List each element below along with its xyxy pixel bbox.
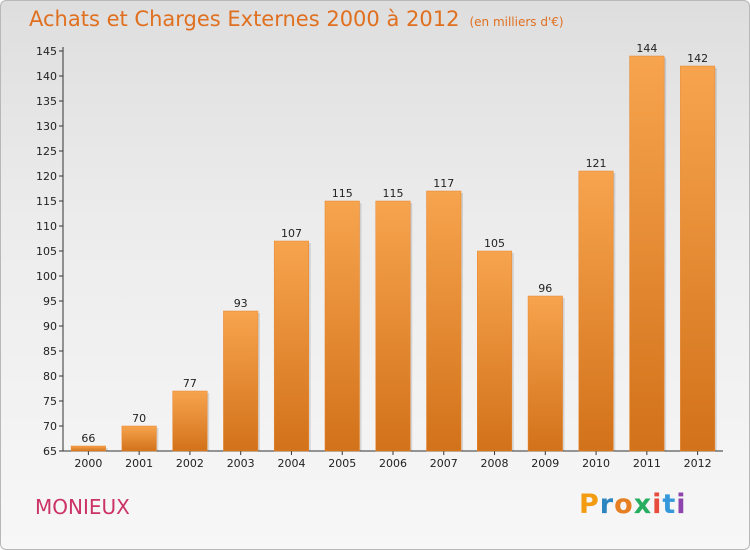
chart-title: Achats et Charges Externes 2000 à 2012 (e… bbox=[29, 7, 564, 31]
x-tick-label: 2007 bbox=[430, 457, 458, 470]
logo-letter: r bbox=[599, 489, 615, 520]
x-tick-label: 2008 bbox=[481, 457, 509, 470]
bar-value-label: 96 bbox=[538, 282, 552, 295]
logo-letter: o bbox=[614, 489, 634, 520]
y-tick-label: 145 bbox=[36, 45, 57, 58]
chart-unit: (en milliers d'€) bbox=[469, 15, 564, 29]
bar-value-label: 115 bbox=[383, 187, 404, 200]
x-tick-label: 2010 bbox=[582, 457, 610, 470]
bar-2003 bbox=[223, 310, 259, 452]
bar-value-label: 70 bbox=[132, 412, 146, 425]
x-tick-label: 2002 bbox=[176, 457, 204, 470]
y-tick-label: 90 bbox=[43, 320, 57, 333]
x-tick-label: 2004 bbox=[277, 457, 305, 470]
x-tick-label: 2009 bbox=[531, 457, 559, 470]
bar-2004 bbox=[273, 240, 309, 452]
logo-letter: x bbox=[633, 489, 653, 520]
bar-2008 bbox=[477, 250, 513, 452]
bar-2001 bbox=[121, 425, 157, 452]
bar-value-label: 105 bbox=[484, 237, 505, 250]
y-tick-label: 135 bbox=[36, 95, 57, 108]
bar-value-label: 142 bbox=[687, 52, 708, 65]
bar-2006 bbox=[375, 200, 411, 452]
bar-value-label: 77 bbox=[183, 377, 197, 390]
y-tick-label: 85 bbox=[43, 345, 57, 358]
chart-title-text: Achats et Charges Externes 2000 à 2012 bbox=[29, 7, 460, 31]
logo-letter: P bbox=[579, 489, 600, 520]
x-tick-label: 2006 bbox=[379, 457, 407, 470]
y-tick-label: 100 bbox=[36, 270, 57, 283]
x-tick-label: 2012 bbox=[684, 457, 712, 470]
bar-2007 bbox=[426, 190, 462, 452]
y-tick-label: 130 bbox=[36, 120, 57, 133]
logo-letter: t bbox=[662, 489, 677, 520]
x-tick-label: 2003 bbox=[227, 457, 255, 470]
y-tick-label: 120 bbox=[36, 170, 57, 183]
proxiti-logo: Proxiti bbox=[579, 489, 687, 520]
bar-2009 bbox=[527, 295, 563, 452]
x-tick-label: 2011 bbox=[633, 457, 661, 470]
bar-value-label: 121 bbox=[586, 157, 607, 170]
bar-2002 bbox=[172, 390, 208, 452]
bar-value-label: 117 bbox=[433, 177, 454, 190]
bar-value-label: 144 bbox=[636, 42, 657, 55]
y-tick-label: 140 bbox=[36, 70, 57, 83]
bar-value-label: 66 bbox=[81, 432, 95, 445]
bar-2010 bbox=[578, 170, 614, 452]
y-tick-label: 65 bbox=[43, 445, 57, 458]
logo-letter: i bbox=[676, 489, 687, 520]
y-tick-label: 70 bbox=[43, 420, 57, 433]
y-tick-label: 105 bbox=[36, 245, 57, 258]
axis-layer: 65 70 75 80 85 90 95 100 105 110 115 120 125 130 135 14… bbox=[36, 45, 723, 458]
y-tick-label: 95 bbox=[43, 295, 57, 308]
bar-2000 bbox=[70, 445, 106, 452]
bar-value-label: 115 bbox=[332, 187, 353, 200]
logo-letter: i bbox=[652, 489, 663, 520]
bar-value-label: 107 bbox=[281, 227, 302, 240]
y-tick-label: 80 bbox=[43, 370, 57, 383]
y-tick-label: 125 bbox=[36, 145, 57, 158]
y-tick-label: 75 bbox=[43, 395, 57, 408]
x-tick-label: 2001 bbox=[125, 457, 153, 470]
bar-2011 bbox=[629, 55, 665, 452]
bar-2012 bbox=[680, 65, 716, 452]
x-tick-label: 2000 bbox=[74, 457, 102, 470]
x-tick-label: 2005 bbox=[328, 457, 356, 470]
bar-value-label: 93 bbox=[234, 297, 248, 310]
bar-2005 bbox=[324, 200, 360, 452]
commune-name: MONIEUX bbox=[35, 495, 130, 519]
y-tick-label: 110 bbox=[36, 220, 57, 233]
bar-layer bbox=[70, 55, 717, 452]
y-tick-label: 115 bbox=[36, 195, 57, 208]
label-layer: 2000 66 2001 70 2002 77 2003 93 2004 107 2005 115 20… bbox=[74, 42, 711, 470]
